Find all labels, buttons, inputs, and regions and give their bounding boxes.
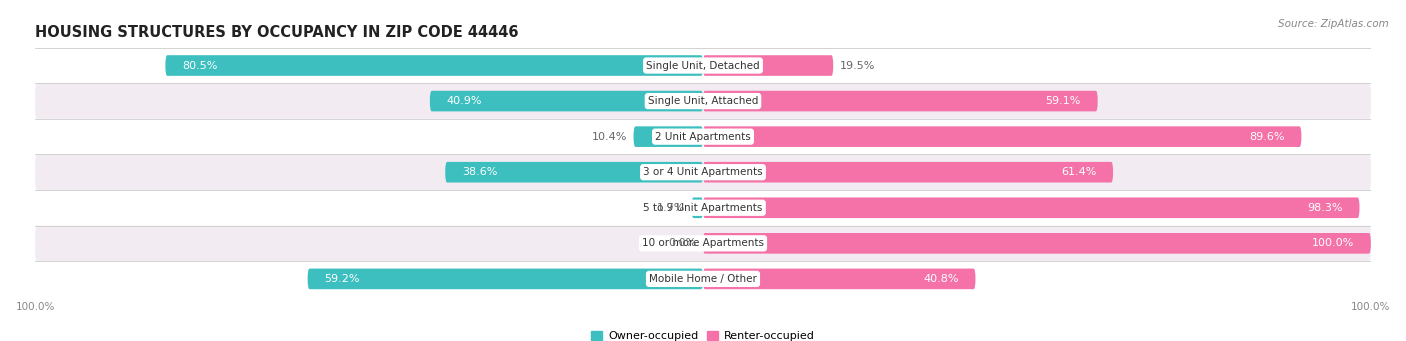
Text: 40.8%: 40.8% — [924, 274, 959, 284]
FancyBboxPatch shape — [703, 55, 834, 76]
FancyBboxPatch shape — [446, 162, 703, 182]
FancyBboxPatch shape — [308, 269, 703, 289]
FancyBboxPatch shape — [703, 126, 1302, 147]
Text: 0.0%: 0.0% — [668, 238, 696, 248]
Text: 3 or 4 Unit Apartments: 3 or 4 Unit Apartments — [643, 167, 763, 177]
FancyBboxPatch shape — [703, 233, 1371, 254]
Text: 40.9%: 40.9% — [447, 96, 482, 106]
FancyBboxPatch shape — [35, 154, 1371, 190]
Text: 59.1%: 59.1% — [1046, 96, 1081, 106]
Legend: Owner-occupied, Renter-occupied: Owner-occupied, Renter-occupied — [586, 327, 820, 341]
Text: 10 or more Apartments: 10 or more Apartments — [643, 238, 763, 248]
FancyBboxPatch shape — [430, 91, 703, 112]
FancyBboxPatch shape — [703, 162, 1114, 182]
Text: Single Unit, Detached: Single Unit, Detached — [647, 60, 759, 71]
Text: 89.6%: 89.6% — [1249, 132, 1285, 142]
FancyBboxPatch shape — [166, 55, 703, 76]
Text: 10.4%: 10.4% — [592, 132, 627, 142]
FancyBboxPatch shape — [35, 261, 1371, 297]
Text: 5 to 9 Unit Apartments: 5 to 9 Unit Apartments — [644, 203, 762, 213]
FancyBboxPatch shape — [703, 269, 976, 289]
Text: 2 Unit Apartments: 2 Unit Apartments — [655, 132, 751, 142]
FancyBboxPatch shape — [703, 197, 1360, 218]
Text: 98.3%: 98.3% — [1308, 203, 1343, 213]
Text: 1.7%: 1.7% — [657, 203, 685, 213]
FancyBboxPatch shape — [35, 83, 1371, 119]
FancyBboxPatch shape — [35, 190, 1371, 225]
Text: HOUSING STRUCTURES BY OCCUPANCY IN ZIP CODE 44446: HOUSING STRUCTURES BY OCCUPANCY IN ZIP C… — [35, 25, 519, 40]
Text: Single Unit, Attached: Single Unit, Attached — [648, 96, 758, 106]
FancyBboxPatch shape — [35, 119, 1371, 154]
Text: 38.6%: 38.6% — [463, 167, 498, 177]
FancyBboxPatch shape — [634, 126, 703, 147]
Text: 61.4%: 61.4% — [1062, 167, 1097, 177]
Text: 19.5%: 19.5% — [839, 60, 876, 71]
Text: Mobile Home / Other: Mobile Home / Other — [650, 274, 756, 284]
Text: 59.2%: 59.2% — [325, 274, 360, 284]
FancyBboxPatch shape — [692, 197, 703, 218]
FancyBboxPatch shape — [35, 48, 1371, 83]
Text: 100.0%: 100.0% — [1312, 238, 1354, 248]
FancyBboxPatch shape — [703, 91, 1098, 112]
FancyBboxPatch shape — [35, 225, 1371, 261]
Text: Source: ZipAtlas.com: Source: ZipAtlas.com — [1278, 19, 1389, 29]
Text: 80.5%: 80.5% — [181, 60, 218, 71]
